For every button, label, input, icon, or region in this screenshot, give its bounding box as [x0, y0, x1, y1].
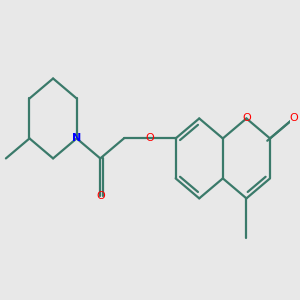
Text: O: O [96, 191, 105, 201]
Text: N: N [72, 134, 81, 143]
Text: O: O [289, 113, 298, 124]
Text: O: O [242, 113, 251, 124]
Text: O: O [146, 134, 154, 143]
